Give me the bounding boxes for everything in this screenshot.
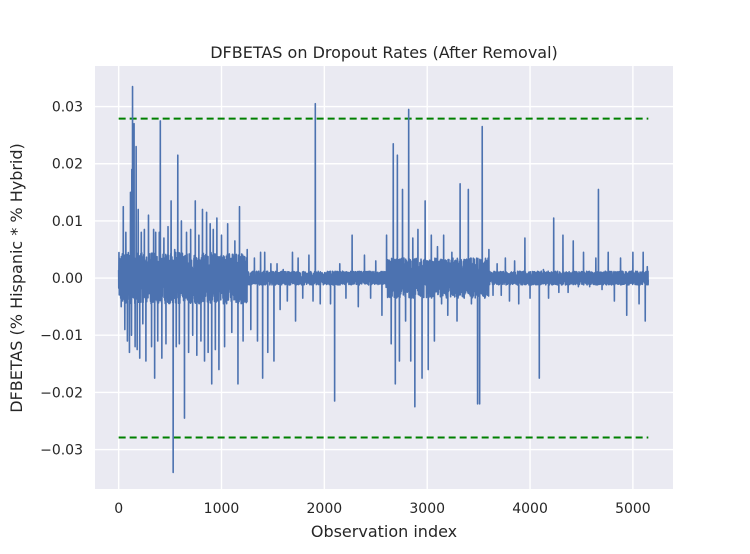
- y-tick-label: −0.03: [40, 443, 83, 459]
- dfbetas-series-line: [117, 85, 650, 474]
- y-axis-title: DFBETAS (% Hispanic * % Hybrid): [7, 143, 26, 413]
- chart-title: DFBETAS on Dropout Rates (After Removal): [210, 43, 558, 62]
- x-axis-title: Observation index: [311, 522, 457, 541]
- y-tick-label: −0.01: [40, 328, 83, 344]
- y-tick-label: 0.03: [52, 100, 83, 116]
- y-tick-label: 0.00: [52, 271, 83, 287]
- y-tick-label: 0.02: [52, 157, 83, 173]
- x-tick-label: 5000: [615, 501, 651, 517]
- tick-labels: 0 1000 2000 3000 4000 5000 −0.03 −0.02 −0.01 0.00…: [40, 100, 651, 517]
- threshold-lines: [118, 117, 649, 439]
- x-tick-label: 3000: [409, 501, 445, 517]
- y-tick-label: −0.02: [40, 385, 83, 401]
- x-tick-label: 2000: [307, 501, 343, 517]
- x-tick-label: 1000: [204, 501, 240, 517]
- x-tick-label: 4000: [512, 501, 548, 517]
- x-tick-label: 0: [114, 501, 123, 517]
- y-tick-label: 0.01: [52, 214, 83, 230]
